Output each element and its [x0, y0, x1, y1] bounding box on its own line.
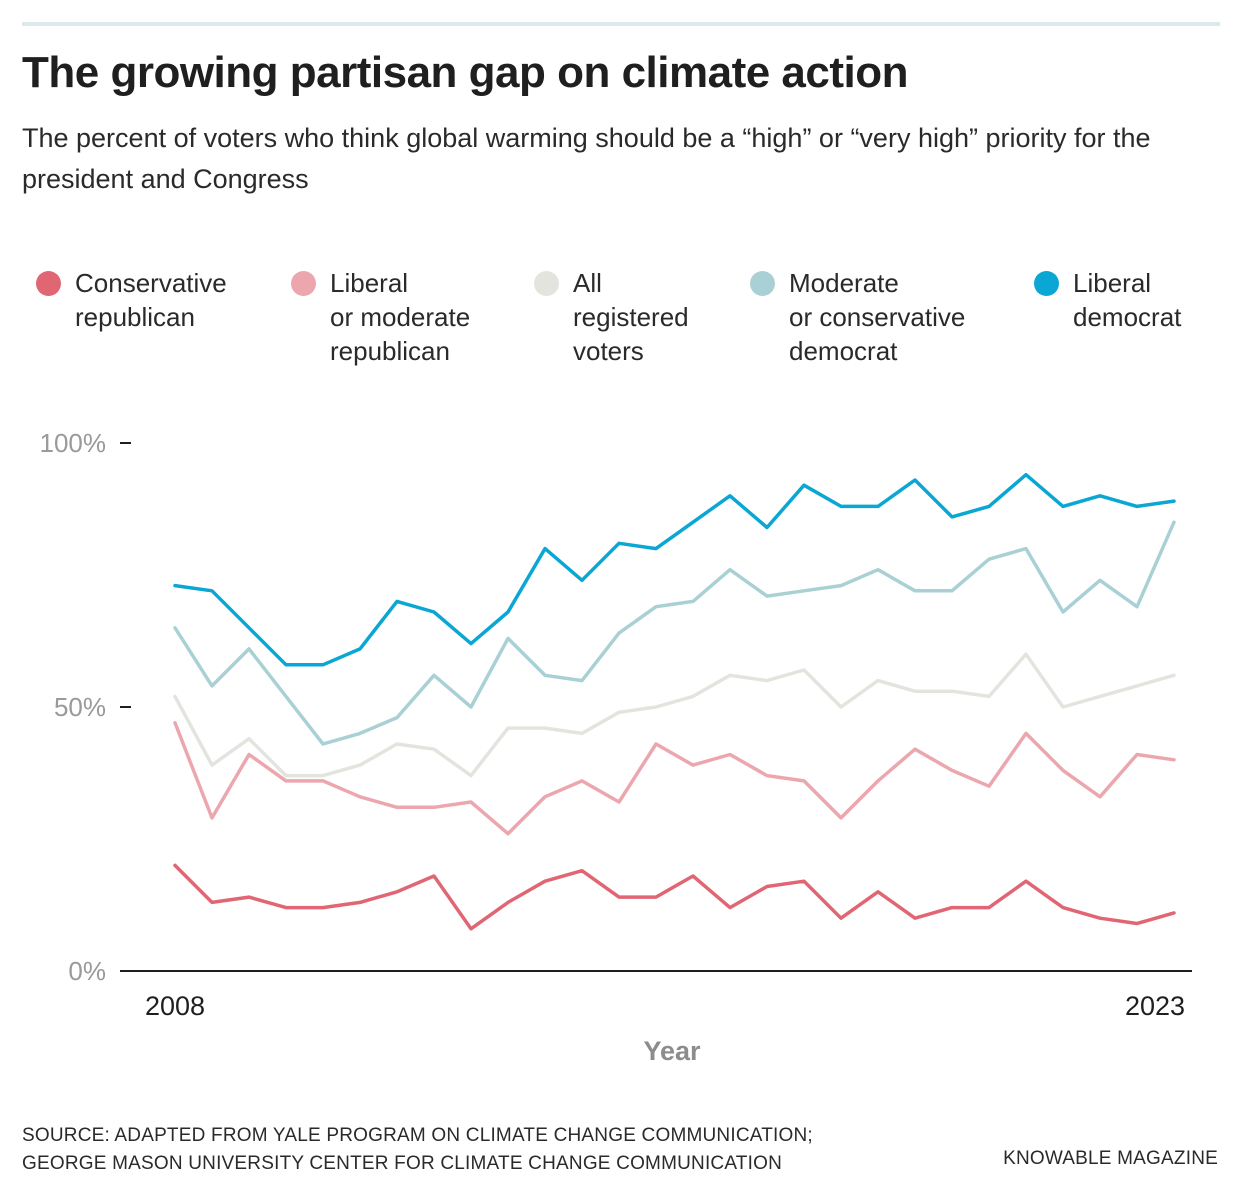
x-axis: 2008 2023 Year — [145, 991, 1185, 1066]
chart-subtitle: The percent of voters who think global w… — [22, 123, 1151, 194]
line-chart: 0% 50% 100% 2008 2023 Year — [40, 428, 1192, 1066]
series-line-liberal-democrat — [173, 472, 1176, 667]
y-tick-label: 50% — [54, 692, 106, 722]
x-tick-label-end: 2023 — [1125, 991, 1185, 1021]
legend-item-liberal-moderate-republican: Liberal or moderate republican — [291, 266, 470, 368]
legend-label: Liberal or moderate republican — [330, 268, 471, 366]
top-rule — [22, 22, 1220, 26]
series-line-moderate-or-conservative-democrat — [173, 520, 1176, 746]
source-note: SOURCE: ADAPTED FROM YALE PROGRAM ON CLI… — [22, 1125, 813, 1174]
legend-dot-icon — [534, 271, 559, 296]
series-line-conservative-republican — [173, 863, 1176, 931]
legend-label: Conservative republican — [75, 268, 227, 332]
x-tick-label-start: 2008 — [145, 991, 205, 1021]
y-tick-label: 0% — [68, 956, 106, 986]
legend-item-liberal-democrat: Liberal democrat — [1034, 266, 1181, 334]
legend-label: Liberal democrat — [1073, 268, 1182, 332]
legend-dot-icon — [36, 271, 61, 296]
chart-title: The growing partisan gap on climate acti… — [22, 48, 909, 97]
legend-dot-icon — [1034, 271, 1059, 296]
y-axis: 0% 50% 100% — [40, 428, 131, 986]
legend-item-all-registered-voters: All registered voters — [534, 266, 689, 368]
legend-item-conservative-republican: Conservative republican — [36, 266, 227, 334]
legend-dot-icon — [750, 271, 775, 296]
publisher-credit: KNOWABLE MAGAZINE — [1003, 1148, 1218, 1169]
legend-item-moderate-conservative-democrat: Moderate or conservative democrat — [750, 266, 965, 368]
series-line-liberal-or-moderate-republican — [173, 721, 1176, 836]
legend-label: All registered voters — [573, 268, 689, 366]
legend-dot-icon — [291, 271, 316, 296]
y-tick-label: 100% — [40, 428, 107, 458]
series-line-all-registered-voters — [173, 652, 1176, 778]
series-lines — [173, 472, 1176, 931]
legend-label: Moderate or conservative democrat — [789, 268, 966, 366]
x-axis-title: Year — [643, 1036, 701, 1066]
